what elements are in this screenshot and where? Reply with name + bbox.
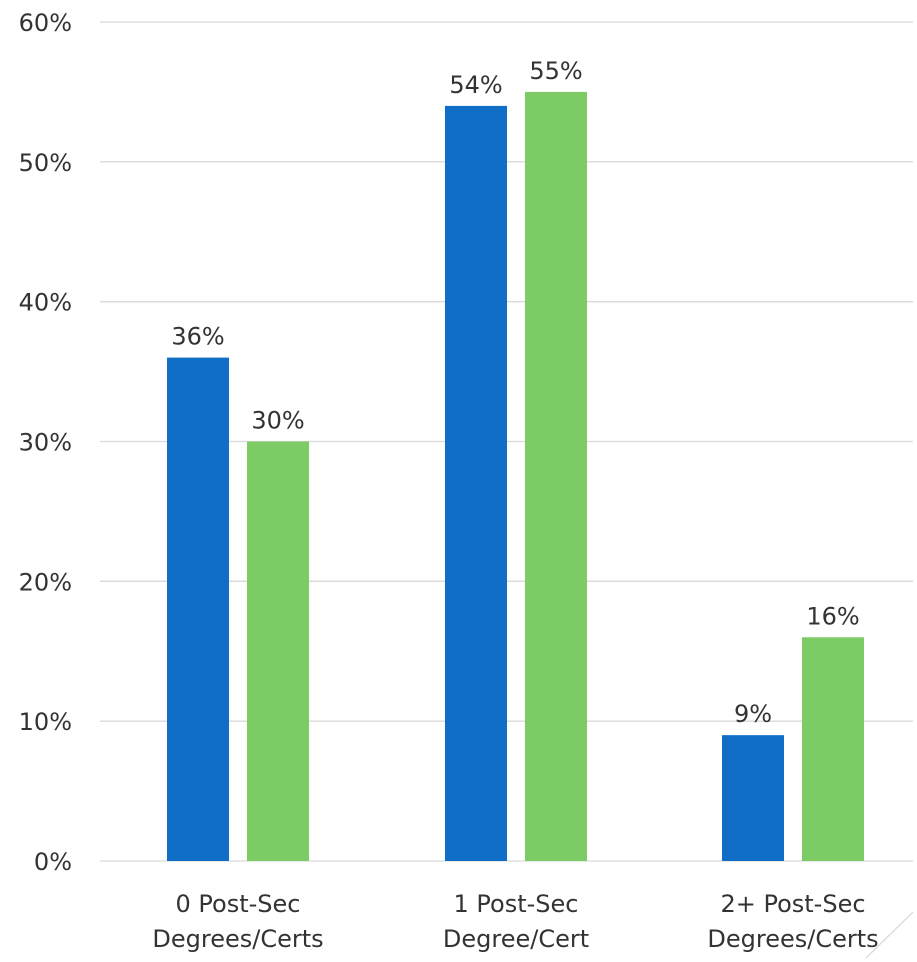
y-tick-label-30: 30% [19, 429, 72, 457]
category-label-3-line-1: 2+ Post-Sec [720, 890, 865, 918]
bars [167, 91, 864, 861]
bar-series2-cat1 [247, 441, 309, 861]
corner-decoration-line [865, 911, 914, 959]
category-label-1-line-2: Degrees/Certs [152, 925, 323, 953]
bar-series1-cat3 [722, 735, 784, 861]
bar-series2-cat2 [525, 91, 587, 861]
category-label-3: 2+ Post-Sec Degrees/Certs [707, 890, 878, 953]
category-label-2: 1 Post-Sec Degree/Cert [443, 890, 589, 953]
data-label-series2-cat1: 30% [251, 407, 304, 435]
y-tick-label-40: 40% [19, 289, 72, 317]
category-label-1-line-1: 0 Post-Sec [176, 890, 301, 918]
y-tick-label-20: 20% [19, 568, 72, 596]
data-label-series2-cat2: 55% [529, 57, 582, 85]
data-labels: 36% 54% 9% 30% 55% 16% [171, 57, 859, 728]
bar-series1-cat2 [445, 105, 507, 861]
y-tick-label-10: 10% [19, 708, 72, 736]
x-axis-category-labels: 0 Post-Sec Degrees/Certs 1 Post-Sec Degree/… [152, 890, 878, 953]
data-label-series2-cat3: 16% [806, 602, 859, 630]
category-label-2-line-2: Degree/Cert [443, 925, 589, 953]
data-label-series1-cat1: 36% [171, 323, 224, 351]
category-label-1: 0 Post-Sec Degrees/Certs [152, 890, 323, 953]
category-label-3-line-2: Degrees/Certs [707, 925, 878, 953]
data-label-series1-cat3: 9% [734, 700, 772, 728]
data-label-series1-cat2: 54% [449, 71, 502, 99]
bar-series2-cat3 [802, 637, 864, 861]
y-tick-label-0: 0% [34, 848, 72, 876]
bar-series1-cat1 [167, 357, 229, 861]
y-axis-tick-labels: 0% 10% 20% 30% 40% 50% 60% [19, 9, 72, 876]
y-tick-label-50: 50% [19, 149, 72, 177]
y-tick-label-60: 60% [19, 9, 72, 37]
category-label-2-line-1: 1 Post-Sec [454, 890, 579, 918]
